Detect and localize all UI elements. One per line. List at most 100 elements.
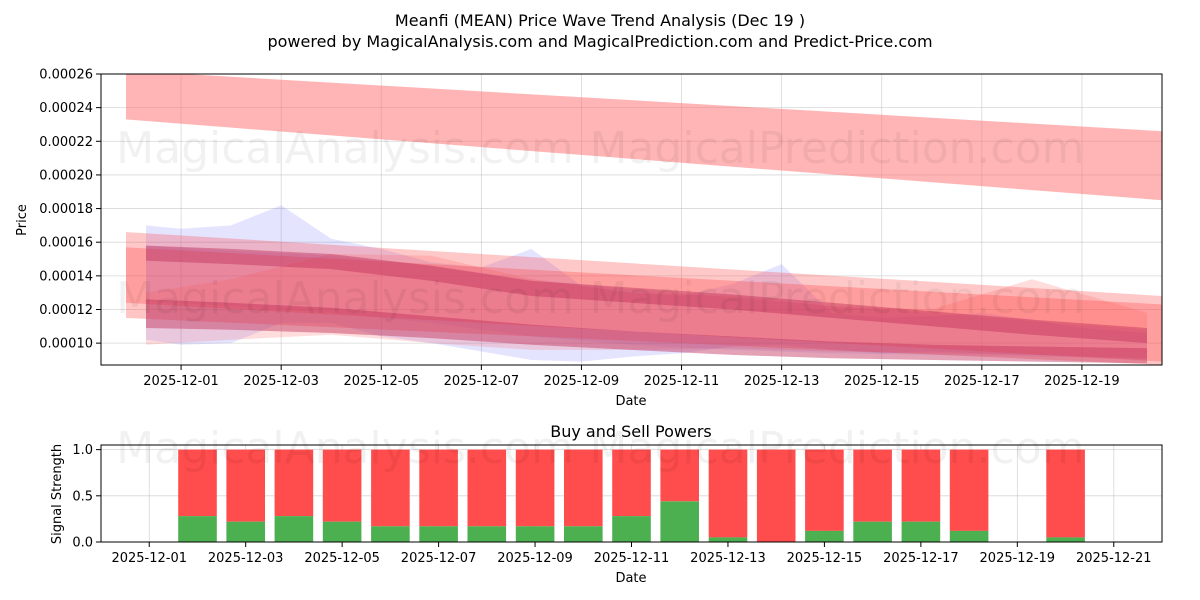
price-x-tick-label: 2025-12-15 (844, 374, 920, 389)
signal-x-tick-label: 2025-12-15 (787, 551, 863, 566)
buy-power-bar (371, 526, 410, 542)
price-x-ticks: 2025-12-01 2025-12-03 2025-12-05 2025-12-07… (143, 365, 1120, 389)
price-y-tick-label: 0.00018 (39, 202, 93, 217)
price-watermark-left-2: MagicalAnalysis.com (116, 273, 574, 324)
sell-power-bar (564, 449, 603, 527)
price-x-tick-label: 2025-12-01 (143, 374, 219, 389)
buy-power-bar (660, 501, 699, 542)
signal-x-tick-label: 2025-12-09 (497, 551, 573, 566)
signal-chart: Buy and Sell Powers MagicalAnalysis.com … (50, 422, 1163, 586)
crimson-wave-2 (146, 299, 1147, 364)
sell-power-bar (805, 449, 844, 531)
buy-power-bar (419, 526, 458, 542)
price-y-tick-label: 0.00010 (39, 337, 93, 352)
price-y-tick-label: 0.00024 (39, 101, 93, 116)
signal-x-tick-label: 2025-12-05 (304, 551, 380, 566)
price-y-tick-label: 0.00020 (39, 168, 93, 183)
price-x-tick-label: 2025-12-11 (644, 374, 720, 389)
signal-y-axis-label: Signal Strength (50, 444, 65, 544)
sell-power-bar (322, 449, 362, 522)
signal-x-ticks: 2025-12-01 2025-12-03 2025-12-05 2025-12-07… (111, 542, 1152, 566)
price-y-tick-label: 0.00026 (39, 68, 93, 83)
blue-wave-1 (146, 205, 1147, 362)
buy-power-bar (949, 530, 989, 542)
signal-y-tick-label: 1.0 (72, 443, 93, 458)
signal-watermark-left: MagicalAnalysis.com (116, 423, 574, 474)
red-wave-1 (126, 232, 1162, 362)
sell-power-bar (178, 449, 217, 517)
price-x-tick-label: 2025-12-07 (444, 374, 520, 389)
price-x-tick-label: 2025-12-17 (944, 374, 1020, 389)
buy-power-bar (322, 521, 362, 542)
sell-power-bar (708, 449, 748, 538)
buy-power-bar (515, 526, 555, 542)
sell-power-bar (467, 449, 507, 527)
price-y-ticks: 0.00010 0.00012 0.00014 0.00016 0.00018 0.000… (39, 68, 101, 352)
buy-power-bar (274, 516, 314, 542)
sell-power-bar (371, 449, 410, 527)
signal-chart-title: Buy and Sell Powers (550, 422, 712, 441)
price-watermark-right: MagicalPrediction.com (590, 123, 1085, 174)
signal-x-tick-label: 2025-12-13 (690, 551, 766, 566)
sell-power-bar (949, 449, 989, 531)
price-x-tick-label: 2025-12-19 (1044, 374, 1120, 389)
signal-bars (178, 449, 1085, 542)
red-wave-3 (146, 254, 1147, 359)
price-x-tick-label: 2025-12-09 (544, 374, 620, 389)
signal-y-tick-label: 0.0 (72, 536, 93, 551)
red-wave-2 (126, 247, 1162, 365)
sell-power-bar (274, 449, 314, 517)
signal-x-tick-label: 2025-12-21 (1076, 551, 1152, 566)
figure-title-line1: Meanfi (MEAN) Price Wave Trend Analysis … (395, 11, 805, 30)
price-watermark-left: MagicalAnalysis.com (116, 123, 574, 174)
price-x-axis-label: Date (615, 394, 646, 409)
buy-power-bar (708, 537, 748, 542)
price-x-tick-label: 2025-12-03 (243, 374, 319, 389)
buy-power-bar (564, 526, 603, 542)
buy-power-bar (178, 516, 217, 542)
price-plot-frame (100, 73, 1163, 366)
price-y-tick-label: 0.00016 (39, 236, 93, 251)
sell-power-bar (853, 449, 892, 522)
buy-power-bar (901, 521, 941, 542)
price-y-tick-label: 0.00022 (39, 135, 93, 150)
sell-power-bar (1046, 449, 1085, 538)
sell-power-bar (226, 449, 265, 522)
sell-power-bar (515, 449, 555, 527)
signal-y-tick-label: 0.5 (72, 489, 93, 504)
price-y-axis-label: Price (15, 204, 30, 236)
blue-wave-2 (146, 245, 1147, 359)
buy-power-bar (612, 516, 651, 542)
signal-watermark-right: MagicalPrediction.com (590, 423, 1085, 474)
price-x-tick-label: 2025-12-05 (343, 374, 419, 389)
sell-power-bar (756, 449, 796, 542)
buy-power-bar (226, 521, 265, 542)
price-chart: MagicalAnalysis.com MagicalPrediction.co… (15, 68, 1163, 409)
sell-power-bar (612, 449, 651, 517)
signal-x-tick-label: 2025-12-17 (883, 551, 959, 566)
buy-power-bar (805, 530, 844, 542)
signal-x-tick-label: 2025-12-03 (208, 551, 284, 566)
buy-power-bar (1046, 537, 1085, 542)
signal-x-axis-label: Date (615, 571, 646, 586)
sell-power-bar (419, 449, 458, 527)
buy-power-bar (467, 526, 507, 542)
price-y-tick-label: 0.00014 (39, 269, 93, 284)
figure-title-line2: powered by MagicalAnalysis.com and Magic… (267, 32, 932, 51)
signal-x-tick-label: 2025-12-07 (401, 551, 477, 566)
price-x-tick-label: 2025-12-13 (744, 374, 820, 389)
price-y-tick-label: 0.00012 (39, 303, 93, 318)
upper-red-band (126, 74, 1162, 201)
crimson-wave-1 (146, 245, 1147, 344)
signal-x-tick-label: 2025-12-01 (111, 551, 187, 566)
signal-y-ticks: 0.0 0.5 1.0 (72, 443, 101, 551)
sell-power-bar (660, 449, 699, 502)
signal-x-tick-label: 2025-12-19 (980, 551, 1056, 566)
signal-x-tick-label: 2025-12-11 (594, 551, 670, 566)
price-watermark-right-2: MagicalPrediction.com (590, 273, 1085, 324)
price-bands (126, 74, 1162, 365)
buy-power-bar (853, 521, 892, 542)
sell-power-bar (901, 449, 941, 522)
